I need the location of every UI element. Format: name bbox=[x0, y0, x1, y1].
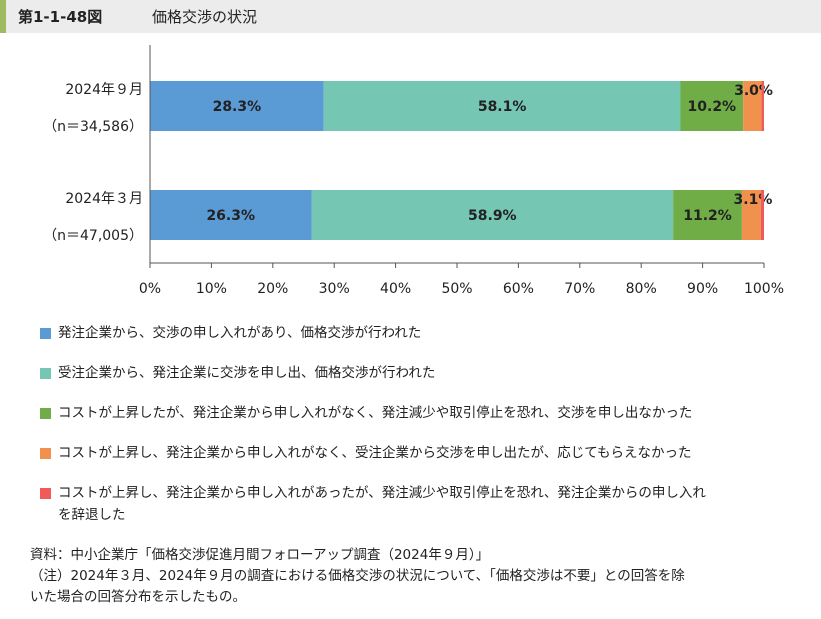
legend-swatch-3 bbox=[40, 408, 51, 419]
bar-segment-2-3 bbox=[673, 190, 742, 240]
data-label-2-3: 11.2% bbox=[683, 208, 732, 224]
legend-swatch-1 bbox=[40, 328, 51, 339]
figure-title: 価格交渉の状況 bbox=[152, 8, 258, 26]
legend-label-4: コストが上昇し、発注企業から申し入れがなく、受注企業から交渉を申し出たが、応じて… bbox=[58, 445, 692, 461]
bar-segment-2-2 bbox=[311, 190, 674, 240]
data-label-2-2: 58.9% bbox=[468, 208, 517, 224]
data-label-1-2: 58.1% bbox=[478, 99, 527, 115]
x-tick-label-2: 20% bbox=[257, 281, 288, 297]
legend-label-5-line2: を辞退した bbox=[58, 507, 126, 523]
legend-item-2: 受注企業から、発注企業に交渉を申し出、価格交渉が行われた bbox=[40, 362, 810, 384]
x-tick-label-1: 10% bbox=[196, 281, 227, 297]
x-tick-label-4: 40% bbox=[380, 281, 411, 297]
data-label-1-4: 3.0% bbox=[734, 83, 773, 99]
x-tick-label-7: 70% bbox=[564, 281, 595, 297]
bar-segment-2-5 bbox=[760, 190, 764, 240]
x-tick-label-8: 80% bbox=[626, 281, 657, 297]
data-label-2-4: 3.1% bbox=[734, 192, 773, 208]
footnote-line-1: （注）2024年３月、2024年９月の調査における価格交渉の状況について、「価格… bbox=[30, 568, 685, 584]
header-accent-bar bbox=[0, 0, 6, 33]
source-note: 資料：中小企業庁「価格交渉促進月間フォローアップ調査（2024年９月）」 bbox=[30, 547, 490, 563]
data-label-2-1: 26.3% bbox=[206, 208, 255, 224]
figure-header: 第1-1-48図 価格交渉の状況 bbox=[0, 0, 821, 33]
legend-swatch-4 bbox=[40, 448, 51, 459]
legend-label-2: 受注企業から、発注企業に交渉を申し出、価格交渉が行われた bbox=[58, 365, 436, 381]
legend-item-1: 発注企業から、交渉の申し入れがあり、価格交渉が行われた bbox=[40, 322, 810, 344]
category-label-2-year: 2024年３月 bbox=[65, 191, 143, 207]
x-tick-label-6: 60% bbox=[503, 281, 534, 297]
x-tick-label-0: 0% bbox=[139, 281, 161, 297]
figure-notes: 資料：中小企業庁「価格交渉促進月間フォローアップ調査（2024年９月）」 （注）… bbox=[30, 545, 810, 608]
category-label-1-year: 2024年９月 bbox=[65, 82, 143, 98]
category-label-1-n: （n＝34,586） bbox=[43, 119, 143, 135]
figure-number: 第1-1-48図 bbox=[18, 8, 103, 26]
category-label-2-n: （n＝47,005） bbox=[43, 228, 143, 244]
x-tick-label-5: 50% bbox=[441, 281, 472, 297]
legend-item-5: コストが上昇し、発注企業から申し入れがあったが、発注減少や取引停止を恐れ、発注企… bbox=[40, 482, 810, 526]
stacked-bar-chart: 28.3% 58.1% 10.2%3.0% 2024年９月 （n＝34,586） 26.3… bbox=[43, 45, 784, 297]
bar-segment-2-1 bbox=[150, 190, 312, 240]
x-tick-label-9: 90% bbox=[687, 281, 718, 297]
data-label-1-1: 28.3% bbox=[213, 99, 262, 115]
legend-label-1: 発注企業から、交渉の申し入れがあり、価格交渉が行われた bbox=[58, 325, 422, 341]
legend-label-5-line1: コストが上昇し、発注企業から申し入れがあったが、発注減少や取引停止を恐れ、発注企… bbox=[58, 485, 706, 501]
bar-segment-2-4 bbox=[741, 190, 761, 240]
bar-segment-1-1 bbox=[150, 81, 324, 131]
bar-segment-1-3 bbox=[680, 81, 744, 131]
legend-label-3: コストが上昇したが、発注企業から申し入れがなく、発注減少や取引停止を恐れ、交渉を… bbox=[58, 405, 693, 421]
legend-swatch-5 bbox=[40, 488, 51, 499]
x-tick-label-3: 30% bbox=[319, 281, 350, 297]
bar-segment-1-5 bbox=[761, 81, 764, 131]
chart-legend: 発注企業から、交渉の申し入れがあり、価格交渉が行われた 受注企業から、発注企業に… bbox=[40, 322, 810, 526]
x-tick-label-10: 100% bbox=[744, 281, 784, 297]
bar-segment-1-4 bbox=[743, 81, 762, 131]
bar-segment-1-2 bbox=[323, 81, 681, 131]
legend-item-4: コストが上昇し、発注企業から申し入れがなく、受注企業から交渉を申し出たが、応じて… bbox=[40, 442, 810, 464]
footnote-line-2: いた場合の回答分布を示したもの。 bbox=[30, 589, 246, 605]
data-label-1-3: 10.2% bbox=[688, 99, 737, 115]
legend-item-3: コストが上昇したが、発注企業から申し入れがなく、発注減少や取引停止を恐れ、交渉を… bbox=[40, 402, 810, 424]
legend-swatch-2 bbox=[40, 368, 51, 379]
